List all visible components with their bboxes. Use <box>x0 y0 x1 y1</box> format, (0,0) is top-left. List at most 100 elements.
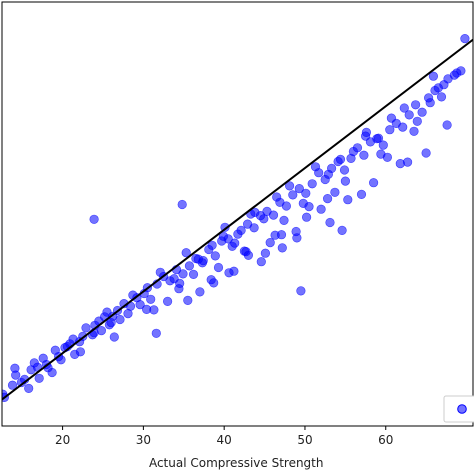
data-point <box>302 212 312 222</box>
data-point <box>224 268 234 278</box>
data-point <box>218 231 228 241</box>
data-point <box>301 188 311 198</box>
data-point <box>460 33 470 44</box>
data-point <box>177 199 187 210</box>
data-point <box>10 363 20 373</box>
data-point <box>425 98 435 108</box>
data-point <box>220 222 230 232</box>
data-point <box>259 214 269 224</box>
data-point <box>260 248 271 258</box>
data-point <box>123 309 133 319</box>
data-point <box>268 210 279 220</box>
data-point <box>279 215 289 225</box>
data-point <box>7 380 18 390</box>
data-point <box>452 68 462 78</box>
data-point <box>291 226 301 237</box>
data-point <box>376 149 386 159</box>
data-point <box>442 120 452 130</box>
data-point <box>249 223 259 233</box>
data-point <box>285 181 295 191</box>
data-point <box>340 176 351 186</box>
data-point <box>207 240 217 250</box>
data-point <box>210 251 220 261</box>
data-point <box>213 262 224 273</box>
data-point <box>277 243 287 253</box>
data-point <box>307 179 317 189</box>
data-point <box>343 195 353 205</box>
data-point <box>337 225 347 235</box>
data-point <box>29 358 39 368</box>
data-point <box>281 201 292 211</box>
data-point <box>109 332 119 342</box>
data-point <box>436 92 447 102</box>
data-point <box>270 230 280 240</box>
data-point <box>135 300 145 310</box>
data-point <box>323 169 334 179</box>
data-point <box>359 150 369 160</box>
data-point <box>378 140 388 150</box>
data-point <box>142 304 152 315</box>
data-point <box>181 248 191 258</box>
data-point <box>304 202 314 212</box>
legend-marker <box>457 404 467 414</box>
data-point <box>399 103 409 113</box>
data-point <box>256 257 266 267</box>
axes-frame <box>1 1 474 427</box>
data-point <box>421 148 431 158</box>
data-point <box>184 261 194 271</box>
data-point <box>316 204 326 214</box>
legend <box>443 395 474 423</box>
data-point <box>47 367 57 378</box>
data-point <box>81 323 91 333</box>
data-point <box>34 373 44 383</box>
fit-line <box>2 38 473 401</box>
data-point <box>104 320 114 330</box>
data-point <box>310 162 321 172</box>
data-point <box>411 100 421 110</box>
data-point <box>188 269 199 280</box>
x-tick-label: 60 <box>378 433 393 447</box>
x-tick-label: 20 <box>55 433 70 447</box>
data-point <box>163 296 173 307</box>
data-point <box>330 187 340 197</box>
data-point <box>348 146 359 157</box>
data-point <box>178 269 188 279</box>
data-point <box>373 133 384 143</box>
data-point <box>361 131 371 141</box>
data-point <box>209 278 219 288</box>
data-point <box>250 207 260 217</box>
data-point <box>265 238 275 248</box>
data-point <box>356 189 367 199</box>
data-points <box>2 33 470 402</box>
data-point <box>151 328 161 338</box>
data-point <box>428 71 439 81</box>
data-point <box>183 295 193 306</box>
data-point <box>325 217 335 228</box>
data-point <box>339 165 350 175</box>
data-point <box>369 178 379 188</box>
data-point <box>174 284 184 294</box>
x-tick-label: 30 <box>136 433 151 447</box>
data-point <box>404 110 414 120</box>
data-point <box>335 154 346 164</box>
x-axis-ticks: 20 30 40 50 60 <box>55 426 393 447</box>
data-point <box>146 294 156 304</box>
data-point <box>96 326 106 336</box>
data-point <box>417 107 427 117</box>
data-point <box>412 116 422 126</box>
data-point <box>272 192 282 202</box>
data-point <box>233 229 243 239</box>
x-tick-label: 40 <box>217 433 232 447</box>
data-point <box>195 287 205 297</box>
data-point <box>294 184 304 194</box>
data-point <box>89 214 99 224</box>
data-point <box>398 122 408 132</box>
data-point <box>409 126 419 136</box>
data-point <box>75 347 85 357</box>
data-point <box>433 83 443 93</box>
data-point <box>155 267 165 277</box>
data-point <box>385 125 395 135</box>
x-axis-label: Actual Compressive Strength <box>149 456 324 470</box>
data-point <box>227 241 237 251</box>
